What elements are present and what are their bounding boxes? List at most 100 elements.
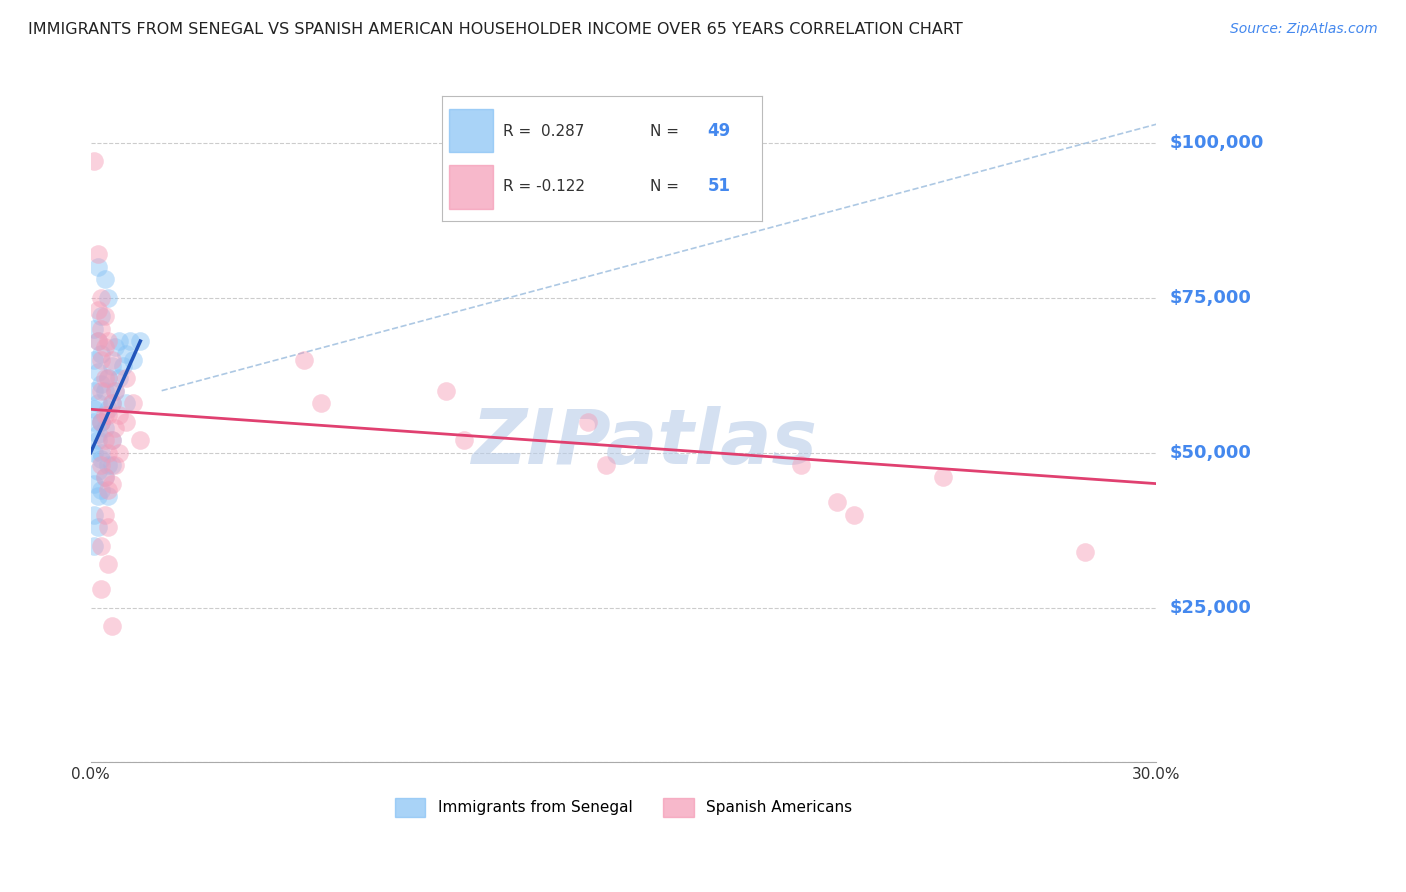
Point bbox=[94, 434, 117, 448]
Point bbox=[90, 377, 112, 392]
Point bbox=[83, 384, 105, 398]
Legend: Immigrants from Senegal, Spanish Americans: Immigrants from Senegal, Spanish America… bbox=[387, 790, 859, 824]
Point bbox=[87, 520, 110, 534]
Point bbox=[83, 415, 105, 429]
Point bbox=[90, 346, 112, 360]
Point bbox=[90, 352, 112, 367]
Point bbox=[83, 402, 105, 417]
Point bbox=[97, 371, 120, 385]
Point bbox=[311, 396, 333, 410]
Point bbox=[101, 359, 124, 373]
Point bbox=[790, 458, 813, 472]
Point bbox=[83, 508, 105, 522]
Point bbox=[115, 396, 138, 410]
Point bbox=[87, 260, 110, 274]
Point bbox=[87, 303, 110, 318]
Point bbox=[90, 415, 112, 429]
Point bbox=[90, 451, 112, 466]
Point bbox=[101, 619, 124, 633]
Point bbox=[118, 334, 141, 348]
Point bbox=[108, 371, 131, 385]
Point bbox=[90, 384, 112, 398]
Point bbox=[94, 421, 117, 435]
Point bbox=[104, 421, 127, 435]
Point bbox=[97, 520, 120, 534]
Point bbox=[94, 310, 117, 324]
Point bbox=[101, 434, 124, 448]
Point bbox=[83, 352, 105, 367]
Point bbox=[90, 445, 112, 459]
Point bbox=[104, 340, 127, 354]
Point bbox=[453, 434, 475, 448]
Point bbox=[122, 352, 145, 367]
Point bbox=[576, 415, 599, 429]
Point bbox=[1074, 545, 1097, 559]
Point bbox=[87, 334, 110, 348]
Text: ZIPatlas: ZIPatlas bbox=[472, 406, 818, 480]
Point bbox=[97, 334, 120, 348]
Text: IMMIGRANTS FROM SENEGAL VS SPANISH AMERICAN HOUSEHOLDER INCOME OVER 65 YEARS COR: IMMIGRANTS FROM SENEGAL VS SPANISH AMERI… bbox=[28, 22, 963, 37]
Point bbox=[129, 334, 152, 348]
Point bbox=[108, 409, 131, 423]
Point bbox=[101, 434, 124, 448]
Point bbox=[83, 322, 105, 336]
Point bbox=[87, 434, 110, 448]
Point bbox=[101, 396, 124, 410]
Point bbox=[101, 476, 124, 491]
Point bbox=[94, 470, 117, 484]
Point bbox=[595, 458, 617, 472]
Point bbox=[90, 322, 112, 336]
Text: $25,000: $25,000 bbox=[1170, 599, 1251, 616]
Point bbox=[94, 508, 117, 522]
Point bbox=[97, 458, 120, 472]
Point bbox=[825, 495, 848, 509]
Point bbox=[90, 539, 112, 553]
Text: Source: ZipAtlas.com: Source: ZipAtlas.com bbox=[1230, 22, 1378, 37]
Point bbox=[83, 476, 105, 491]
Point bbox=[97, 409, 120, 423]
Point bbox=[115, 371, 138, 385]
Point bbox=[90, 415, 112, 429]
Point bbox=[111, 359, 134, 373]
Point bbox=[94, 340, 117, 354]
Point bbox=[90, 291, 112, 305]
Point bbox=[104, 384, 127, 398]
Point bbox=[97, 483, 120, 497]
Point bbox=[94, 371, 117, 385]
Point bbox=[97, 557, 120, 571]
Point bbox=[101, 458, 124, 472]
Point bbox=[90, 483, 112, 497]
Point bbox=[87, 247, 110, 261]
Point bbox=[87, 396, 110, 410]
Point bbox=[104, 384, 127, 398]
Point bbox=[87, 427, 110, 442]
Point bbox=[104, 458, 127, 472]
Point bbox=[94, 272, 117, 286]
Point bbox=[83, 539, 105, 553]
Point bbox=[94, 470, 117, 484]
Point bbox=[94, 384, 117, 398]
Point bbox=[434, 384, 457, 398]
Point bbox=[101, 352, 124, 367]
Text: $75,000: $75,000 bbox=[1170, 289, 1251, 307]
Point bbox=[97, 402, 120, 417]
Point bbox=[122, 396, 145, 410]
Point bbox=[97, 489, 120, 503]
Text: $50,000: $50,000 bbox=[1170, 443, 1251, 462]
Point bbox=[108, 445, 131, 459]
Point bbox=[932, 470, 955, 484]
Point bbox=[94, 409, 117, 423]
Point bbox=[83, 154, 105, 169]
Point bbox=[292, 352, 315, 367]
Point bbox=[115, 346, 138, 360]
Point bbox=[129, 434, 152, 448]
Point bbox=[101, 396, 124, 410]
Point bbox=[90, 310, 112, 324]
Point bbox=[83, 445, 105, 459]
Point bbox=[844, 508, 866, 522]
Point bbox=[97, 371, 120, 385]
Point bbox=[90, 415, 112, 429]
Point bbox=[97, 291, 120, 305]
Point bbox=[87, 365, 110, 379]
Point bbox=[108, 334, 131, 348]
